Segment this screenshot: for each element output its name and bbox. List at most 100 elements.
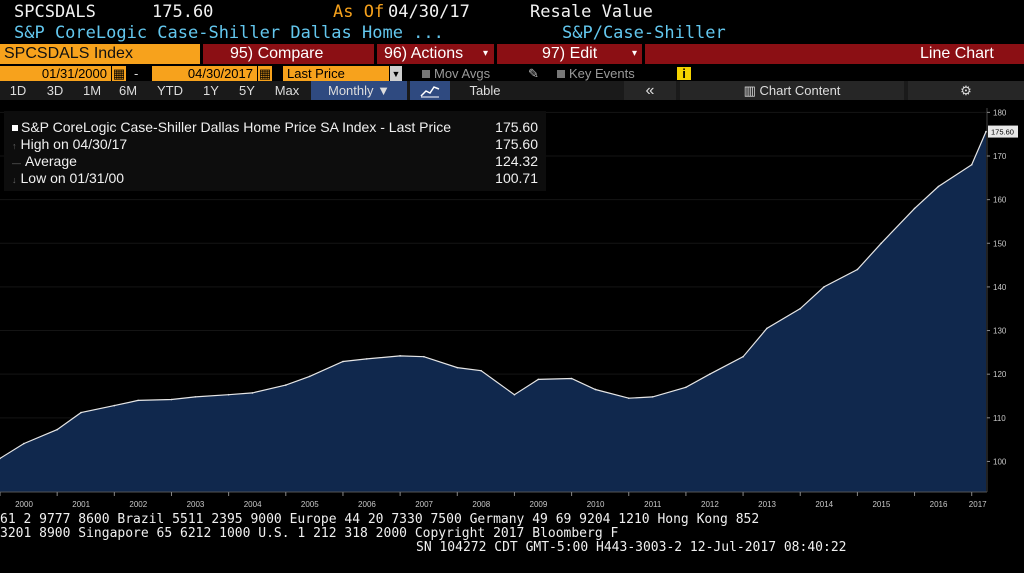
y-tick-label: 150 bbox=[993, 239, 1007, 248]
legend-low: ↓ Low on 01/31/00 bbox=[12, 170, 124, 187]
chart-icon: ▥ bbox=[743, 83, 760, 98]
data-point bbox=[56, 428, 58, 431]
compare-button[interactable]: 95) Compare bbox=[230, 45, 324, 62]
checkbox-icon bbox=[557, 70, 565, 78]
legend-average-label: Average bbox=[25, 153, 77, 169]
legend-high-label: High on 04/30/17 bbox=[20, 136, 128, 152]
x-tick-label: 2017 bbox=[969, 500, 987, 509]
header-row: SPCSDALS 175.60 As Of 04/30/17 Resale Va… bbox=[0, 2, 1024, 24]
data-point bbox=[456, 366, 459, 369]
data-point bbox=[137, 399, 139, 402]
field-name: Resale Value bbox=[530, 2, 653, 22]
y-tick-label: 110 bbox=[993, 414, 1006, 423]
legend-average-value: 124.32 bbox=[495, 153, 538, 169]
data-point bbox=[742, 355, 744, 358]
chart-type-label[interactable]: Line Chart bbox=[920, 45, 994, 62]
x-tick-label: 2015 bbox=[872, 500, 890, 509]
field-select[interactable]: Last Price bbox=[283, 66, 389, 82]
function-toolbar: SPCSDALS Index 95) Compare 96) Actions ▾… bbox=[0, 44, 1024, 64]
mov-avgs-toggle[interactable]: Mov Avgs bbox=[422, 66, 490, 82]
data-point bbox=[513, 393, 516, 396]
range-button[interactable]: 1M bbox=[82, 83, 102, 98]
table-button[interactable]: Table bbox=[469, 83, 501, 98]
gear-icon[interactable]: ⚙ bbox=[908, 81, 1024, 100]
pencil-icon[interactable]: ✎ bbox=[528, 66, 539, 81]
collapse-button[interactable]: « bbox=[624, 81, 676, 100]
legend-series-label: S&P CoreLogic Case-Shiller Dallas Home P… bbox=[21, 119, 452, 135]
data-point bbox=[308, 375, 311, 378]
description-row: S&P CoreLogic Case-Shiller Dallas Home .… bbox=[0, 23, 1024, 45]
range-button[interactable]: Max bbox=[274, 83, 300, 98]
divider bbox=[494, 44, 497, 64]
data-point bbox=[651, 396, 654, 398]
range-button[interactable]: 1Y bbox=[203, 83, 219, 98]
data-point bbox=[970, 163, 973, 166]
data-point bbox=[227, 393, 230, 396]
chevron-down-icon: ▾ bbox=[632, 48, 638, 59]
as-of-label: As Of bbox=[333, 2, 385, 22]
key-events-toggle[interactable]: Key Events bbox=[557, 66, 635, 82]
end-date-field[interactable]: 04/30/2017 bbox=[152, 66, 257, 82]
y-tick-label: 160 bbox=[993, 196, 1007, 205]
chart-content-button[interactable]: ▥ Chart Content bbox=[680, 81, 904, 100]
date-controls: 01/31/2000 ▦ - 04/30/2017 ▦ Last Price ▼… bbox=[0, 64, 1024, 84]
y-tick-label: 180 bbox=[993, 108, 1007, 117]
x-axis: 2000 2001 2002 2003 2004 2005 2006 2007 2008 2009… bbox=[0, 491, 987, 509]
x-tick-label: 2006 bbox=[358, 500, 376, 509]
data-point bbox=[985, 130, 987, 133]
data-point bbox=[113, 404, 116, 407]
data-point bbox=[342, 360, 344, 363]
legend-low-label: Low on 01/31/00 bbox=[20, 170, 125, 186]
range-button[interactable]: YTD bbox=[157, 83, 183, 98]
data-point bbox=[170, 398, 173, 401]
info-icon[interactable]: i bbox=[677, 67, 691, 80]
data-point bbox=[0, 457, 1, 460]
range-button[interactable]: 1D bbox=[9, 83, 27, 98]
actions-menu[interactable]: 96) Actions bbox=[384, 45, 464, 62]
legend-high-value: 175.60 bbox=[495, 136, 538, 152]
line-chart-icon[interactable] bbox=[410, 81, 450, 100]
x-tick-label: 2012 bbox=[701, 500, 719, 509]
legend-series[interactable]: S&P CoreLogic Case-Shiller Dallas Home P… bbox=[12, 119, 451, 136]
range-button[interactable]: 5Y bbox=[239, 83, 255, 98]
footer-session-info: SN 104272 CDT GMT-5:00 H443-3003-2 12-Ju… bbox=[416, 540, 847, 555]
divider bbox=[642, 44, 645, 64]
legend-average: — Average bbox=[12, 153, 77, 170]
y-tick-label: 120 bbox=[993, 370, 1007, 379]
chevron-down-icon[interactable]: ▼ bbox=[390, 66, 402, 82]
start-date-field[interactable]: 01/31/2000 bbox=[0, 66, 111, 82]
last-price: 175.60 bbox=[152, 2, 214, 22]
x-tick-label: 2004 bbox=[244, 500, 262, 509]
price-chart[interactable]: 100 110 120 130 140 150 160 170 180 2000 2001 2002… bbox=[0, 100, 1024, 510]
data-point bbox=[856, 268, 859, 271]
x-tick-label: 2001 bbox=[72, 500, 90, 509]
y-tick-label: 130 bbox=[993, 327, 1007, 336]
tick-icon: ↑ bbox=[12, 141, 17, 151]
calendar-icon[interactable]: ▦ bbox=[258, 66, 272, 82]
last-price-marker: 175.60 bbox=[988, 125, 1018, 138]
period-select[interactable]: Monthly ▼ bbox=[311, 81, 407, 100]
checkbox-icon bbox=[422, 70, 430, 78]
x-tick-label: 2014 bbox=[815, 500, 833, 509]
range-button[interactable]: 6M bbox=[118, 83, 138, 98]
data-point bbox=[627, 397, 630, 399]
edit-menu[interactable]: 97) Edit bbox=[542, 45, 598, 62]
data-point bbox=[823, 286, 825, 288]
calendar-icon[interactable]: ▦ bbox=[112, 66, 126, 82]
range-button[interactable]: 3D bbox=[46, 83, 64, 98]
x-tick-label: 2011 bbox=[644, 500, 662, 509]
data-points bbox=[0, 130, 987, 460]
data-point bbox=[537, 378, 540, 381]
range-bar: 1D 3D 1M 6M YTD 1Y 5Y Max Monthly ▼ Tabl… bbox=[0, 81, 1024, 100]
tick-icon: — bbox=[12, 158, 21, 168]
legend-series-value: 175.60 bbox=[495, 119, 538, 135]
security-field[interactable]: SPCSDALS Index bbox=[0, 44, 200, 64]
last-price-box bbox=[988, 125, 1018, 138]
mov-avgs-label: Mov Avgs bbox=[434, 66, 491, 81]
data-point bbox=[570, 377, 573, 380]
x-tick-label: 2003 bbox=[187, 500, 205, 509]
x-tick-label: 2010 bbox=[587, 500, 605, 509]
footer-contacts-line-1: 61 2 9777 8600 Brazil 5511 2395 9000 Eur… bbox=[0, 512, 760, 527]
date-dash: - bbox=[134, 66, 139, 81]
x-tick-label: 2013 bbox=[758, 500, 776, 509]
